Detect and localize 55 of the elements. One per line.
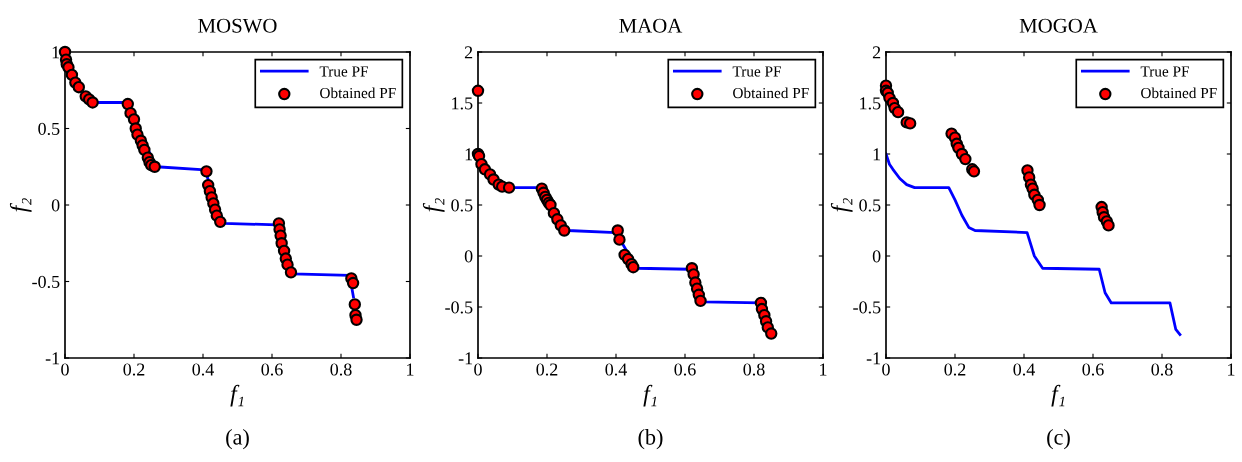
y-tick-label: 1 <box>465 148 473 161</box>
x-axis-title: f₁ <box>230 384 244 407</box>
x-tick-label: 0.8 <box>330 363 352 376</box>
y-tick-label: 1 <box>52 46 60 59</box>
y-tick-label: 0.5 <box>859 199 881 212</box>
y-tick-label: -0.5 <box>445 301 473 314</box>
text: (a) <box>226 429 249 450</box>
y-tick-label: 0 <box>872 250 881 263</box>
legend-label: Obtained PF <box>733 87 809 99</box>
x-tick-label: 0.2 <box>123 363 145 376</box>
x-tick-label: 0.8 <box>743 363 765 376</box>
x-tick-label: 0.4 <box>1013 363 1035 376</box>
y-tick-label: 0 <box>464 250 473 263</box>
x-tick-label: 0.6 <box>261 363 283 376</box>
chart-title: MAOA <box>619 18 683 33</box>
y-tick-label: -1 <box>866 352 881 365</box>
x-tick-label: 0.2 <box>536 363 558 376</box>
y-tick-label: 0.5 <box>38 122 60 136</box>
y-tick-label: -1 <box>45 352 60 365</box>
x-tick-label: 1 <box>1228 363 1235 376</box>
y-tick-label: 1.5 <box>860 97 881 110</box>
x-tick-label: 0.8 <box>1151 363 1173 376</box>
x-axis-title: f₁ <box>1051 384 1065 407</box>
legend-label: True PF <box>732 66 781 77</box>
y-axis-title: f₂ <box>422 198 445 213</box>
y-tick-label: 0 <box>51 199 60 212</box>
x-tick-label: 0.4 <box>605 363 627 376</box>
chart-title: MOSWO <box>198 18 277 33</box>
x-axis-title: f₁ <box>643 384 657 407</box>
y-axis-title: f₂ <box>830 198 853 213</box>
chart-title: MOGOA <box>1019 18 1098 33</box>
x-tick-label: 0.6 <box>674 363 696 376</box>
x-tick-label: 0 <box>882 363 890 376</box>
x-tick-label: 0 <box>474 363 482 376</box>
y-tick-label: -0.5 <box>853 301 881 314</box>
y-tick-label: 2 <box>464 46 473 59</box>
x-tick-label: 1 <box>820 363 827 376</box>
legend-label: True PF <box>319 66 368 77</box>
text: (c) <box>1047 429 1070 450</box>
x-tick-label: 1 <box>407 363 414 376</box>
y-tick-label: 1 <box>873 148 881 161</box>
legend-label: Obtained PF <box>320 87 396 99</box>
y-tick-label: 0.5 <box>451 199 473 212</box>
y-tick-label: -0.5 <box>32 275 60 289</box>
legend-label: Obtained PF <box>1141 87 1217 99</box>
text: (b) <box>638 429 663 450</box>
y-tick-label: 2 <box>872 46 881 59</box>
x-tick-label: 0.4 <box>192 363 214 376</box>
y-axis-title: f₂ <box>9 198 32 213</box>
x-tick-label: 0 <box>61 363 69 376</box>
x-tick-label: 0.6 <box>1082 363 1104 376</box>
legend-label: True PF <box>1140 66 1189 77</box>
x-tick-label: 0.2 <box>944 363 966 376</box>
y-tick-label: -1 <box>458 352 473 365</box>
y-tick-label: 1.5 <box>452 97 473 110</box>
